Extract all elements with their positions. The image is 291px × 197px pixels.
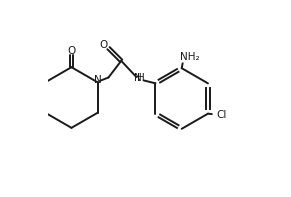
Text: H: H bbox=[137, 73, 145, 84]
Text: O: O bbox=[100, 40, 108, 50]
Text: N: N bbox=[134, 73, 142, 84]
Text: N: N bbox=[94, 75, 102, 85]
Text: O: O bbox=[67, 46, 76, 56]
Text: Cl: Cl bbox=[217, 110, 227, 120]
Text: NH₂: NH₂ bbox=[180, 52, 199, 62]
